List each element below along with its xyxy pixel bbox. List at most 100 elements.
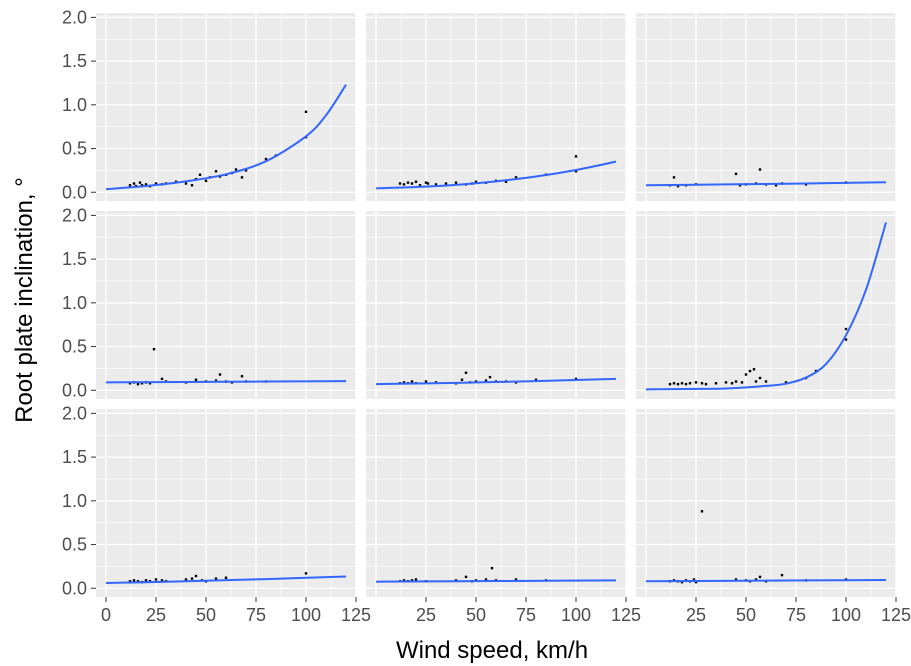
data-point bbox=[198, 173, 202, 176]
data-point bbox=[754, 380, 758, 383]
panel-background bbox=[96, 13, 356, 201]
data-point bbox=[132, 182, 136, 185]
data-point bbox=[574, 155, 578, 158]
data-point bbox=[414, 578, 418, 581]
panel-8: 25 50 75 100 125 bbox=[366, 409, 641, 625]
panels-grid: 0.0 0.5 1.0 1.5 2.0 0.0 0.5 1.0 1.5 2.0 0.0 0.5 1.0 1… bbox=[62, 7, 911, 625]
y-tick-label: 0.0 bbox=[62, 380, 87, 400]
x-tick-label: 75 bbox=[246, 605, 266, 625]
data-point bbox=[694, 381, 698, 384]
x-tick-label: 0 bbox=[101, 605, 111, 625]
data-point bbox=[692, 578, 696, 581]
data-point bbox=[844, 338, 848, 341]
data-point bbox=[304, 110, 308, 114]
data-point bbox=[484, 578, 488, 581]
y-tick-label: 0.5 bbox=[62, 139, 87, 159]
panel-3 bbox=[636, 13, 897, 201]
y-tick-label: 2.0 bbox=[62, 205, 87, 225]
data-point bbox=[218, 373, 222, 376]
data-point bbox=[474, 180, 478, 183]
data-point bbox=[434, 183, 438, 186]
data-point bbox=[844, 327, 848, 331]
data-point bbox=[204, 179, 208, 183]
data-point bbox=[184, 578, 188, 581]
data-point bbox=[774, 184, 778, 187]
data-point bbox=[784, 381, 788, 384]
data-point bbox=[464, 371, 468, 374]
fit-line bbox=[105, 575, 347, 585]
y-axis-title: Root plate inclination, ° bbox=[11, 177, 38, 423]
x-tick-label: 75 bbox=[516, 605, 536, 625]
data-point bbox=[758, 575, 762, 579]
data-point bbox=[128, 580, 132, 583]
y-tick-label: 1.5 bbox=[62, 447, 87, 467]
data-point bbox=[190, 577, 194, 580]
data-point bbox=[418, 184, 422, 187]
data-point bbox=[148, 382, 152, 385]
x-tick-label: 100 bbox=[291, 605, 321, 625]
panel-background bbox=[636, 13, 896, 201]
data-point bbox=[676, 382, 680, 386]
data-point bbox=[214, 379, 218, 382]
data-point bbox=[734, 380, 738, 383]
x-tick-label: 25 bbox=[416, 605, 436, 625]
y-tick-label: 0.0 bbox=[62, 182, 87, 202]
data-point bbox=[304, 572, 308, 575]
data-point bbox=[464, 575, 468, 579]
data-point bbox=[410, 579, 414, 582]
data-point bbox=[780, 573, 784, 577]
panel-background bbox=[366, 409, 626, 597]
data-point bbox=[410, 380, 414, 383]
data-point bbox=[724, 381, 728, 384]
data-point bbox=[402, 381, 406, 384]
x-tick-label: 125 bbox=[341, 605, 371, 625]
data-point bbox=[680, 580, 684, 584]
data-point bbox=[740, 381, 744, 384]
x-tick-label: 125 bbox=[881, 605, 911, 625]
data-point bbox=[402, 183, 406, 186]
fit-line bbox=[105, 380, 347, 384]
data-point bbox=[764, 380, 768, 383]
data-point bbox=[128, 382, 132, 385]
data-point bbox=[490, 566, 494, 570]
data-point bbox=[704, 382, 708, 386]
data-point bbox=[410, 182, 414, 185]
data-point bbox=[154, 578, 158, 581]
data-point bbox=[398, 182, 402, 185]
data-point bbox=[214, 577, 218, 580]
data-point bbox=[514, 578, 518, 581]
fit-line bbox=[645, 578, 887, 583]
data-point bbox=[424, 380, 428, 383]
data-point bbox=[128, 184, 132, 187]
fit-line bbox=[375, 160, 617, 190]
panel-9: 25 50 75 100 125 bbox=[636, 409, 911, 625]
x-tick-label: 25 bbox=[686, 605, 706, 625]
data-point bbox=[676, 184, 680, 188]
data-point bbox=[730, 382, 734, 385]
x-tick-label: 75 bbox=[786, 605, 806, 625]
data-point bbox=[138, 181, 142, 184]
data-point bbox=[194, 574, 198, 578]
panel-background bbox=[96, 409, 356, 597]
panel-1: 0.0 0.5 1.0 1.5 2.0 bbox=[62, 7, 357, 202]
data-point bbox=[414, 180, 418, 183]
x-tick-label: 100 bbox=[831, 605, 861, 625]
data-point bbox=[700, 382, 704, 385]
data-point bbox=[514, 176, 518, 179]
data-point bbox=[264, 157, 268, 161]
y-tick-label: 1.5 bbox=[62, 51, 87, 71]
data-point bbox=[154, 182, 158, 185]
fit-line bbox=[645, 222, 887, 391]
fit-line bbox=[105, 84, 347, 191]
data-point bbox=[240, 375, 244, 378]
y-tick-label: 2.0 bbox=[62, 403, 87, 423]
y-tick-label: 0.5 bbox=[62, 337, 87, 357]
data-point bbox=[738, 184, 742, 187]
data-point bbox=[672, 176, 676, 179]
data-point bbox=[160, 377, 164, 381]
data-point bbox=[234, 168, 238, 171]
data-point bbox=[680, 382, 684, 385]
data-point bbox=[694, 580, 698, 584]
x-tick-label: 50 bbox=[196, 605, 216, 625]
